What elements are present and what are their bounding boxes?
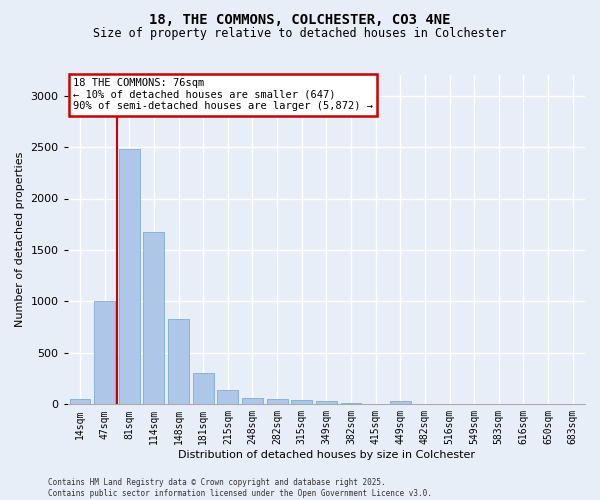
Bar xyxy=(70,399,91,404)
Bar xyxy=(291,400,312,404)
Bar xyxy=(242,398,263,404)
Bar xyxy=(193,374,214,404)
Text: Size of property relative to detached houses in Colchester: Size of property relative to detached ho… xyxy=(94,28,506,40)
Y-axis label: Number of detached properties: Number of detached properties xyxy=(15,152,25,328)
X-axis label: Distribution of detached houses by size in Colchester: Distribution of detached houses by size … xyxy=(178,450,475,460)
Bar xyxy=(143,232,164,404)
Text: 18, THE COMMONS, COLCHESTER, CO3 4NE: 18, THE COMMONS, COLCHESTER, CO3 4NE xyxy=(149,12,451,26)
Bar xyxy=(266,398,287,404)
Bar xyxy=(341,403,361,404)
Text: 18 THE COMMONS: 76sqm
← 10% of detached houses are smaller (647)
90% of semi-det: 18 THE COMMONS: 76sqm ← 10% of detached … xyxy=(73,78,373,112)
Bar xyxy=(390,401,411,404)
Bar xyxy=(168,319,189,404)
Bar xyxy=(316,401,337,404)
Text: Contains HM Land Registry data © Crown copyright and database right 2025.
Contai: Contains HM Land Registry data © Crown c… xyxy=(48,478,432,498)
Bar xyxy=(217,390,238,404)
Bar xyxy=(94,302,115,405)
Bar xyxy=(119,149,140,405)
